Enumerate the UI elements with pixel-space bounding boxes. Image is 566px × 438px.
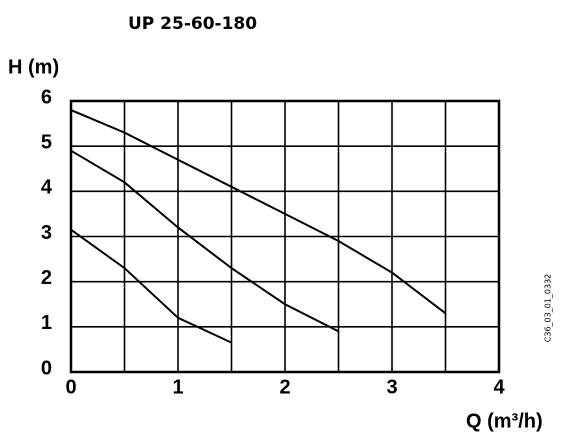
chart-title: UP 25-60-180 [128, 14, 257, 34]
y-tick-label: 6 [41, 86, 52, 108]
y-tick-label: 4 [41, 177, 53, 199]
curve [70, 109, 447, 315]
x-tick-label: 0 [65, 376, 76, 398]
x-tick-label: 4 [493, 376, 505, 398]
x-axis-label: Q (m³/h) [466, 410, 543, 432]
curve [70, 228, 232, 344]
y-tick-label: 2 [41, 267, 52, 289]
curve [70, 149, 339, 333]
x-tick-label: 2 [279, 376, 290, 398]
y-tick-label: 3 [41, 222, 52, 244]
plot-frame [69, 99, 501, 374]
y-tick-label: 1 [41, 312, 52, 334]
y-tick-label: 0 [41, 357, 52, 379]
side-note: C36_03_01_0332 [544, 274, 553, 342]
x-tick-label: 3 [386, 376, 397, 398]
y-tick-label: 5 [41, 131, 52, 153]
y-axis-label: H (m) [8, 56, 59, 78]
x-tick-label: 1 [172, 376, 183, 398]
